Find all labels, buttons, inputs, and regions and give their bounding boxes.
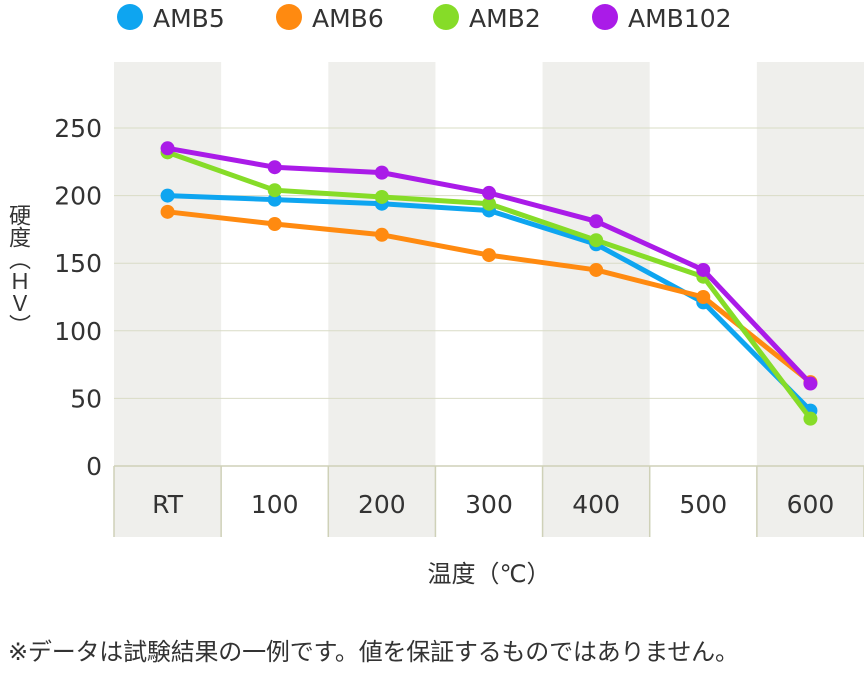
footnote: ※データは試験結果の一例です。値を保証するものではありません。 <box>8 638 739 666</box>
band-200 <box>328 62 436 537</box>
x-tick-label-600: 600 <box>787 490 835 519</box>
legend-label-amb102: AMB102 <box>628 4 732 33</box>
data-point-amb102-600 <box>803 376 818 391</box>
data-point-amb2-200 <box>374 189 389 204</box>
y-tick-label-0: 0 <box>86 452 102 481</box>
legend-marker-amb6 <box>276 4 302 30</box>
y-tick-label-250: 250 <box>54 114 102 143</box>
data-point-amb6-300 <box>482 248 496 263</box>
legend-label-amb2: AMB2 <box>469 4 541 33</box>
y-tick-label-200: 200 <box>54 182 102 211</box>
x-tick-label-500: 500 <box>679 490 727 519</box>
data-point-amb2-100 <box>267 183 282 198</box>
legend-marker-amb102 <box>592 4 618 30</box>
band-400 <box>542 62 650 537</box>
legend-marker-amb5 <box>117 4 143 30</box>
data-point-amb6-200 <box>374 227 389 242</box>
data-point-amb6-400 <box>589 262 604 277</box>
line-chart: 0 50 100 150 200 250 RT 100 200 300 400 500 600 温度（℃）… <box>54 4 864 588</box>
y-axis-title: 硬度（ＨＶ） <box>5 204 30 336</box>
band-rt <box>114 62 222 537</box>
legend-label-amb6: AMB6 <box>312 4 384 33</box>
legend-marker-amb2 <box>433 4 459 30</box>
series-line-amb6 <box>165 209 813 385</box>
data-point-amb2-400 <box>589 233 604 248</box>
x-tick-label-200: 200 <box>358 490 406 519</box>
x-tick-label-100: 100 <box>251 490 299 519</box>
data-point-amb102-400 <box>589 214 604 229</box>
series-line-amb102 <box>165 145 813 387</box>
x-tick-label-400: 400 <box>572 490 620 519</box>
y-tick-label-50: 50 <box>70 384 102 413</box>
data-point-amb102-100 <box>267 160 282 175</box>
data-point-amb6-100 <box>267 216 282 231</box>
x-axis-title: 温度（℃） <box>428 560 551 588</box>
data-point-amb6-rt <box>160 204 175 219</box>
data-point-amb102-300 <box>482 185 496 200</box>
legend-label-amb5: AMB5 <box>153 4 225 33</box>
x-tick-label-300: 300 <box>465 490 513 519</box>
y-tick-label-150: 150 <box>54 249 102 278</box>
data-point-amb102-500 <box>696 262 711 277</box>
band-600 <box>756 62 864 537</box>
data-point-amb5-rt <box>160 188 175 203</box>
data-point-amb102-rt <box>160 141 175 156</box>
data-point-amb6-500 <box>696 290 711 304</box>
data-point-amb2-600 <box>803 411 818 426</box>
data-point-amb102-200 <box>374 165 389 180</box>
y-tick-label-100: 100 <box>54 317 102 346</box>
x-tick-label-rt: RT <box>152 490 184 519</box>
data-point-amb2-300 <box>482 196 496 211</box>
